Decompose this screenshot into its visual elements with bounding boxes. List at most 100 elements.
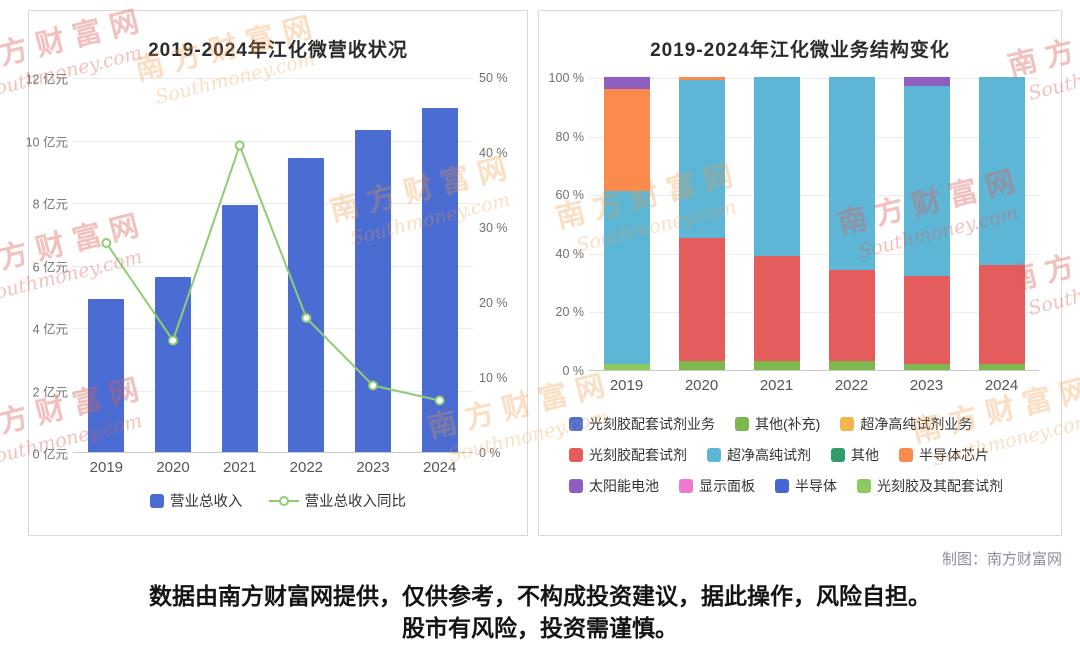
- bar-swatch-icon: [150, 493, 164, 508]
- legend-label-revenue: 营业总收入: [170, 494, 243, 510]
- legend-label-yoy: 营业总收入同比: [304, 494, 407, 510]
- stack-segment: [903, 276, 950, 365]
- stack-segment: [603, 88, 650, 192]
- structure-chart-panel: 2019-2024年江化微业务结构变化 100 % 80 % 60 % 40 % 20 …: [538, 10, 1062, 536]
- axis-tick-label: 60 %: [555, 188, 585, 203]
- legend-swatch-icon: [775, 479, 789, 493]
- structure-left-axis: 100 % 80 % 60 % 40 % 20 % 0 %: [539, 71, 589, 378]
- structure-legend: 光刻胶配套试剂业务 其他(补充) 超净高纯试剂业务 光刻胶配套试剂 超净高纯试剂 其他 半导…: [569, 414, 1061, 496]
- revenue-bar: [288, 158, 325, 452]
- x-axis-label: 2019: [89, 459, 124, 476]
- legend-item: 其他: [831, 445, 879, 465]
- x-axis-label: 2021: [222, 459, 257, 476]
- revenue-chart-area: 12 亿元 10 亿元 8 亿元 6 亿元 4 亿元 2 亿元 0 亿元 50 % 40 % 3…: [25, 71, 527, 462]
- axis-tick-label: 0 %: [479, 446, 501, 460]
- legend-label: 太阳能电池: [589, 478, 659, 494]
- legend-item: 光刻胶配套试剂业务: [569, 414, 715, 434]
- x-axis-label: 2024: [984, 377, 1019, 394]
- legend-label: 半导体芯片: [919, 447, 989, 463]
- x-axis-label: 2024: [423, 459, 457, 476]
- legend-item-yoy: 营业总收入同比: [268, 490, 407, 511]
- stack-segment: [753, 77, 800, 256]
- legend-item-revenue: 营业总收入: [150, 490, 243, 511]
- legend-label: 半导体: [795, 478, 837, 494]
- x-axis-label: 2023: [356, 459, 390, 476]
- legend-item: 半导体芯片: [899, 445, 989, 465]
- legend-item: 超净高纯试剂业务: [840, 414, 972, 434]
- legend-row: 光刻胶配套试剂业务 其他(补充) 超净高纯试剂业务: [569, 414, 1061, 434]
- axis-tick-label: 20 %: [479, 296, 508, 310]
- stack-segment: [753, 361, 800, 370]
- axis-tick-label: 10 亿元: [25, 135, 68, 149]
- axis-tick-label: 2 亿元: [32, 385, 68, 399]
- legend-swatch-icon: [840, 417, 855, 431]
- legend-swatch-icon: [569, 448, 583, 462]
- yoy-line: [101, 140, 445, 406]
- structure-plot: [589, 77, 1039, 371]
- axis-tick-label: 20 %: [555, 305, 585, 320]
- legend-item: 超净高纯试剂: [707, 445, 811, 465]
- revenue-chart-panel: 2019-2024年江化微营收状况 12 亿元 10 亿元 8 亿元 6 亿元 4 亿元…: [25, 10, 528, 536]
- x-axis-label: 2021: [759, 377, 794, 394]
- gridline: [73, 140, 473, 142]
- stack-segment: [603, 77, 650, 89]
- stack-segment: [678, 79, 725, 239]
- structure-chart-area: 100 % 80 % 60 % 40 % 20 % 0 %: [539, 71, 1061, 378]
- stack-segment: [903, 364, 950, 370]
- stack-segment: [903, 85, 950, 277]
- stack-segment: [978, 77, 1025, 265]
- stack-segment: [753, 255, 800, 362]
- legend-swatch-icon: [899, 448, 913, 462]
- legend-label: 显示面板: [699, 478, 755, 494]
- gridline: [589, 253, 1039, 255]
- axis-tick-label: 0 %: [562, 364, 584, 378]
- line-marker-icon: [268, 495, 299, 507]
- axis-tick-label: 6 亿元: [32, 260, 68, 274]
- gridline: [73, 203, 473, 204]
- legend-item: 太阳能电池: [569, 476, 659, 496]
- axis-tick-label: 30 %: [479, 221, 508, 235]
- stack-segment: [678, 77, 725, 80]
- x-axis-label: 2023: [909, 377, 944, 394]
- stack-segment: [828, 361, 875, 370]
- legend-label: 其他: [851, 447, 879, 463]
- gridline: [589, 136, 1039, 138]
- legend-label: 光刻胶配套试剂: [589, 447, 687, 463]
- structure-chart-title: 2019-2024年江化微业务结构变化: [650, 40, 950, 61]
- structure-x-axis: 2019 2020 2021 2022 2023 2024: [589, 377, 1039, 394]
- legend-swatch-icon: [735, 417, 749, 431]
- legend-label: 超净高纯试剂: [727, 447, 811, 463]
- x-axis-label: 2020: [156, 459, 190, 476]
- gridline: [589, 78, 1039, 79]
- legend-label: 光刻胶配套试剂业务: [589, 416, 715, 432]
- legend-item: 显示面板: [679, 476, 755, 496]
- gridline: [73, 265, 473, 267]
- axis-tick-label: 80 %: [555, 129, 585, 144]
- x-axis-label: 2022: [834, 377, 869, 394]
- legend-label: 超净高纯试剂业务: [860, 416, 973, 432]
- disclaimer-line2: 股市有风险，投资需谨慎。: [402, 615, 678, 642]
- legend-row: 太阳能电池 显示面板 半导体 光刻胶及其配套试剂: [569, 476, 1061, 496]
- stack-segment: [678, 361, 725, 370]
- legend-swatch-icon: [831, 448, 845, 462]
- axis-tick-label: 4 亿元: [32, 322, 68, 337]
- revenue-plot: [73, 78, 473, 453]
- stack-segment: [603, 364, 650, 370]
- x-axis-label: 2022: [289, 459, 324, 476]
- revenue-left-axis: 12 亿元 10 亿元 8 亿元 6 亿元 4 亿元 2 亿元 0 亿元: [25, 73, 73, 462]
- legend-label: 光刻胶及其配套试剂: [877, 478, 1003, 494]
- legend-item: 其他(补充): [735, 414, 820, 434]
- x-axis-label: 2019: [609, 377, 644, 394]
- axis-tick-label: 40 %: [479, 146, 508, 160]
- revenue-legend: 营业总收入 营业总收入同比: [29, 490, 527, 511]
- gridline: [73, 390, 473, 392]
- legend-item: 光刻胶及其配套试剂: [857, 476, 1003, 496]
- stack-segment: [678, 238, 725, 362]
- legend-swatch-icon: [857, 479, 871, 493]
- gridline: [73, 328, 473, 329]
- legend-row: 光刻胶配套试剂 超净高纯试剂 其他 半导体芯片: [569, 445, 1061, 465]
- chart-credit: 制图：南方财富网: [941, 551, 1062, 568]
- legend-item: 光刻胶配套试剂: [569, 445, 687, 465]
- legend-swatch-icon: [569, 479, 583, 493]
- revenue-bar: [88, 298, 125, 452]
